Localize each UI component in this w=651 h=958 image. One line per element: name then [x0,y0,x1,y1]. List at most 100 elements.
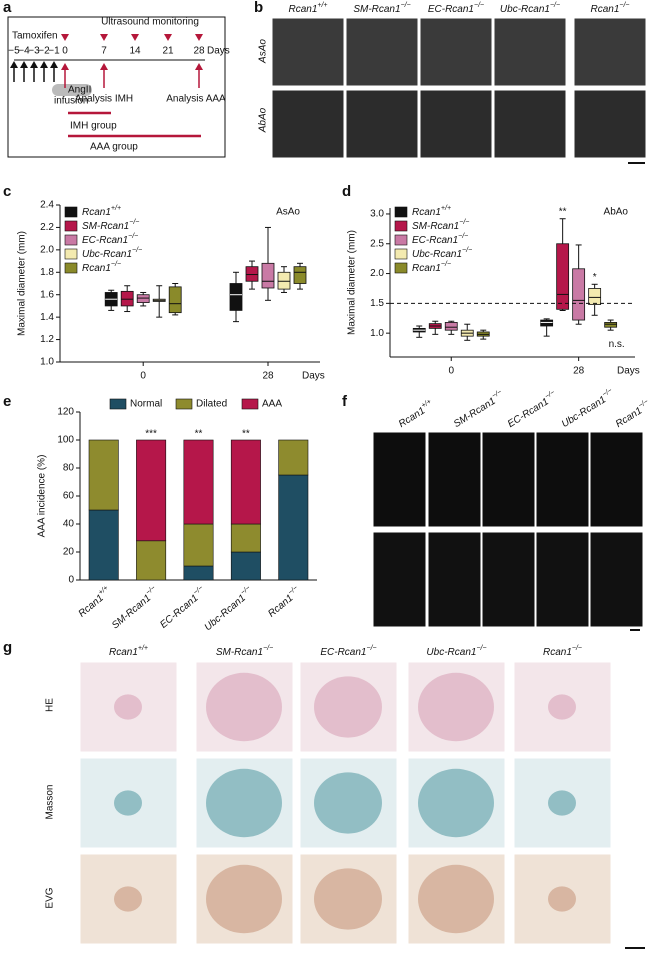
ultrasound-image [345,17,419,87]
arrow-head [20,61,28,68]
x-tick-label: 0 [140,371,146,382]
timeline-day: −3 [28,46,40,57]
x-tick-label: Rcan1+/+ [75,585,113,620]
legend-swatch [64,206,78,218]
significance: ** [195,429,203,440]
y-tick-label: 80 [63,463,75,474]
vessel-section [114,790,142,816]
chart-title: AsAo [276,207,300,218]
timeline-label: Analysis AAA [166,94,226,105]
timeline-label: infusion [54,96,88,107]
panel-letter: c [3,183,11,200]
vessel-section [314,772,382,834]
panel-letter: f [342,393,348,410]
y-axis-label: Maximal diameter (mm) [347,230,358,335]
monitor-marker [61,34,69,41]
x-axis-label: Days [302,371,325,382]
y-tick-label: 100 [57,435,74,446]
arrow-head [61,63,69,70]
timeline-label: Tamoxifen [12,31,58,42]
bar-segment [230,551,261,581]
legend-label: AAA [262,399,282,410]
timeline-unit: Days [207,46,230,57]
legend-label: Ubc-Rcan1−/− [412,247,472,260]
legend-swatch [394,262,408,274]
vessel-section [548,790,576,816]
significance: ** [242,429,250,440]
ultrasound-image [419,17,493,87]
y-tick-label: 120 [57,407,74,418]
x-tick-label: Rcan1−/− [265,585,303,620]
vessel-section [548,886,576,912]
vessel-section [314,676,382,738]
row-label: AsAo [258,39,269,64]
timeline-label: Ultrasound monitoring [101,17,199,28]
ultrasound-image [493,89,567,159]
box [588,288,602,305]
x-tick-label: Ubc-Rcan1−/− [201,585,255,633]
aorta-photo [481,531,536,628]
group-label: AAA group [90,142,138,153]
aorta-photo [427,431,482,528]
y-tick-label: 1.0 [370,328,384,339]
box [136,294,150,303]
column-header: Rcan1−/− [613,398,651,430]
vessel-section [548,694,576,720]
bar-segment [183,523,214,567]
ultrasound-image [573,89,647,159]
bar-segment [136,540,167,581]
y-tick-label: 60 [63,491,75,502]
chart-title: AbAo [604,207,629,218]
aorta-photo [589,431,644,528]
timeline-day: −4 [18,46,30,57]
column-header: Ubc-Rcan1−/− [426,645,486,658]
arrow-head [195,63,203,70]
legend-label: SM-Rcan1−/− [82,219,139,232]
box [293,266,307,284]
legend-swatch [175,398,193,410]
y-tick-label: 3.0 [370,209,384,220]
column-header: Ubc-Rcan1−/− [559,387,617,430]
timeline-day: −1 [48,46,60,57]
vessel-section [114,886,142,912]
legend-label: Normal [130,399,162,410]
legend-label: Rcan1−/− [412,261,451,274]
box [444,322,458,331]
x-tick-label: EC-Rcan1−/− [157,585,208,631]
box [229,283,243,311]
column-header: Rcan1−/− [543,645,582,658]
bar-segment [230,439,261,525]
bar-segment [278,439,309,476]
bar-segment [183,565,214,581]
legend-swatch [241,398,259,410]
x-tick-label: SM-Rcan1−/− [109,585,161,632]
row-label: Masson [45,784,56,819]
y-tick-label: 2.2 [40,222,54,233]
x-axis-label: Days [617,366,640,377]
legend-swatch [64,248,78,260]
arrow-head [10,61,18,68]
bar-segment [88,509,119,581]
vessel-section [418,672,494,742]
timeline-day: 7 [101,46,107,57]
timeline-day: 28 [193,46,205,57]
group-label: IMH group [70,121,117,132]
vessel-section [206,864,282,934]
x-tick-label: 0 [448,366,454,377]
legend-label: SM-Rcan1−/− [412,219,469,232]
legend-label: EC-Rcan1−/− [82,233,138,246]
legend-swatch [64,220,78,232]
y-tick-label: 20 [63,547,75,558]
infusion-pill [52,84,92,96]
timeline-day: 21 [162,46,174,57]
column-header: Ubc-Rcan1−/− [500,2,560,15]
column-header: SM-Rcan1−/− [451,389,506,430]
y-tick-label: 1.0 [40,357,54,368]
significance: *** [145,429,157,440]
box [556,243,570,310]
box [120,290,134,307]
vessel-section [418,768,494,838]
monitor-marker [164,34,172,41]
legend-label: Dilated [196,399,227,410]
legend-swatch [394,234,408,246]
